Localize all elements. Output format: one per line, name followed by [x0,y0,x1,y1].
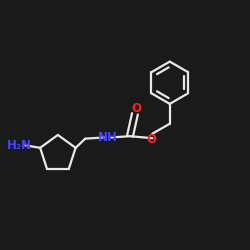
Text: H₂N: H₂N [6,139,32,152]
Text: O: O [146,133,156,146]
Text: O: O [131,102,141,115]
Text: NH: NH [98,131,117,144]
